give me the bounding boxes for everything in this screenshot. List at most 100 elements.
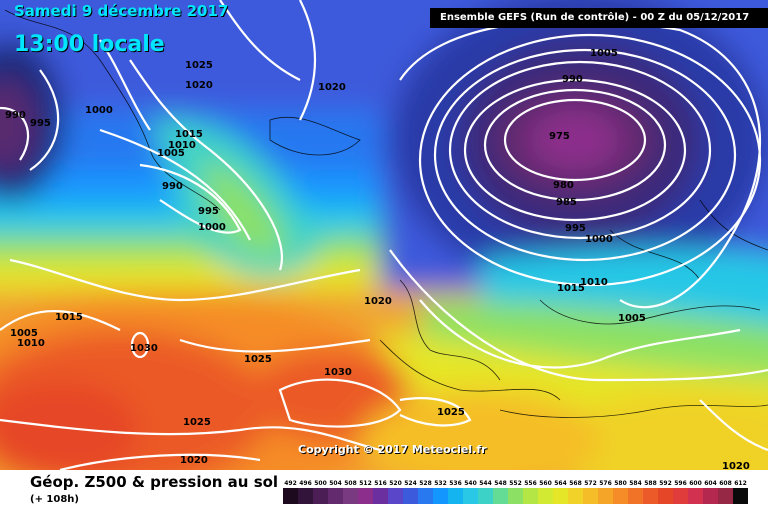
isobar-label: 995 [198,206,219,217]
isobar-label: 995 [30,118,51,129]
forecast-range: (+ 108h) [30,494,79,505]
legend-color-swatch [433,488,448,504]
legend-color-swatch [313,488,328,504]
isobar-label: 990 [562,74,583,85]
isobar-label: 1015 [175,129,203,140]
map-title: Géop. Z500 & pression au sol [30,473,279,491]
isobar-label: 1030 [324,367,352,378]
map-svg: 1025 1020 1020 990 995 1000 1015 1010 10… [0,0,768,470]
legend-tick-label: 496 [299,480,312,487]
legend-tick-label: 524 [404,480,417,487]
geopotential-field [0,0,768,470]
legend-color-swatch [298,488,313,504]
legend-color-swatch [733,488,748,504]
legend-tick-label: 552 [509,480,522,487]
forecast-map: 1025 1020 1020 990 995 1000 1015 1010 10… [0,0,768,470]
isobar-label: 1015 [557,283,585,294]
legend-color-swatch [448,488,463,504]
legend-color-swatch [643,488,658,504]
isobar-label: 1025 [185,60,213,71]
legend-color-swatch [613,488,628,504]
legend-tick-label: 544 [479,480,492,487]
legend-tick-label: 556 [524,480,537,487]
isobar-label: 1005 [590,48,618,59]
legend-tick-label: 588 [644,480,657,487]
isobar-label: 1000 [85,105,113,116]
isobar-labels: 1025 1020 1020 990 995 1000 1015 1010 10… [5,48,750,470]
legend-tick-label: 596 [674,480,687,487]
legend-tick-label: 504 [329,480,342,487]
legend-color-swatch [283,488,298,504]
legend-color-swatch [568,488,583,504]
legend-tick-label: 516 [374,480,387,487]
legend-color-swatch [343,488,358,504]
legend-color-swatch [628,488,643,504]
isobar-label: 1025 [183,417,211,428]
legend-tick-label: 592 [659,480,672,487]
isobar-label: 975 [549,131,570,142]
legend-tick-label: 600 [689,480,702,487]
legend-tick-label: 492 [284,480,297,487]
isobar-label: 980 [553,180,574,191]
legend-color-swatch [598,488,613,504]
legend-color-swatch [553,488,568,504]
legend-tick-label: 532 [434,480,447,487]
legend-color-swatch [673,488,688,504]
legend-color-swatch [718,488,733,504]
legend-tick-label: 576 [599,480,612,487]
isobar-label: 1025 [244,354,272,365]
isobars [0,0,768,470]
legend-color-swatch [688,488,703,504]
legend-color-swatch [403,488,418,504]
forecast-time: 13:00 locale [14,32,165,57]
color-scale-legend: 492 496 500 504 508 512 516 520 524 528 532 536 540 5… [283,480,748,504]
isobar-label: 995 [565,223,586,234]
legend-tick-label: 608 [719,480,732,487]
legend-tick-label: 604 [704,480,717,487]
isobar-label: 1010 [168,140,196,151]
legend-tick-label: 520 [389,480,402,487]
legend-color-swatch [463,488,478,504]
legend-color-swatch [583,488,598,504]
isobar-label: 985 [556,197,577,208]
legend-color-swatch [703,488,718,504]
legend-color-swatch [523,488,538,504]
legend-tick-label: 508 [344,480,357,487]
legend-tick-label: 568 [569,480,582,487]
legend-tick-label: 612 [734,480,747,487]
forecast-date: Samedi 9 décembre 2017 [14,2,229,20]
isobar-label: 990 [162,181,183,192]
legend-tick-label: 548 [494,480,507,487]
isobar-label: 1005 [618,313,646,324]
legend-tick-label: 540 [464,480,477,487]
legend-color-swatch [373,488,388,504]
legend-color-swatch [538,488,553,504]
model-run-label: Ensemble GEFS (Run de contrôle) - 00 Z d… [430,8,768,28]
legend-tick-label: 584 [629,480,642,487]
coastlines [4,9,768,418]
isobar-label: 1020 [722,461,750,470]
legend-color-swatch [418,488,433,504]
isobar-label: 1015 [55,312,83,323]
copyright-text: Copyright © 2017 Meteociel.fr [298,443,487,456]
legend-tick-label: 500 [314,480,327,487]
legend-color-swatch [388,488,403,504]
isobar-label: 1025 [437,407,465,418]
isobar-label: 1010 [17,338,45,349]
isobar-label: 1000 [198,222,226,233]
legend-color-swatch [658,488,673,504]
legend-color-swatch [358,488,373,504]
legend-tick-label: 536 [449,480,462,487]
legend-tick-label: 580 [614,480,627,487]
legend-color-swatch [493,488,508,504]
isobar-label: 1020 [318,82,346,93]
legend-tick-label: 560 [539,480,552,487]
legend-color-swatch [478,488,493,504]
legend-tick-label: 528 [419,480,432,487]
legend-color-swatch [328,488,343,504]
isobar-label: 1020 [185,80,213,91]
isobar-label: 1000 [585,234,613,245]
isobar-label: 1030 [130,343,158,354]
legend-color-swatch [508,488,523,504]
isobar-label: 1020 [364,296,392,307]
